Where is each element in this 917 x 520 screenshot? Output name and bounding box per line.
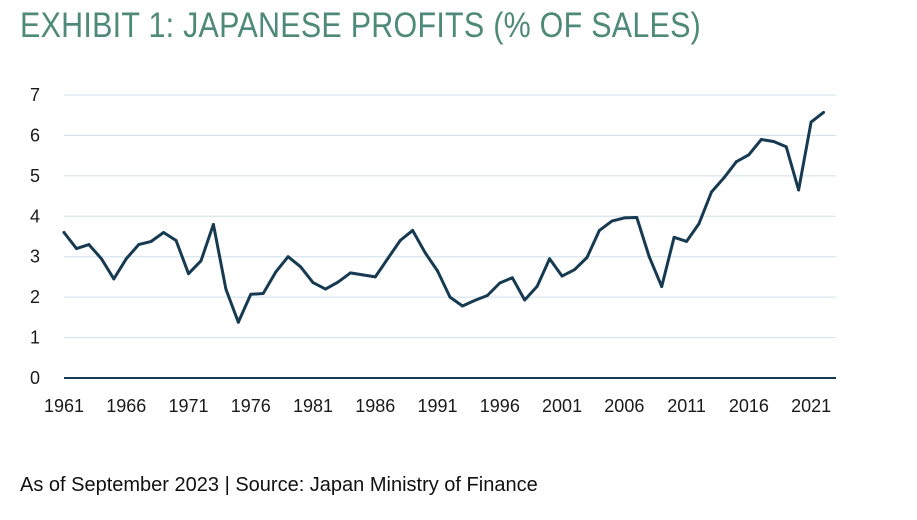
x-tick-label: 1971	[168, 396, 208, 416]
data-point	[461, 304, 464, 308]
data-point	[523, 298, 527, 302]
data-point	[672, 235, 676, 239]
x-axis-ticks: 1961 1966 1971 1976 1981 1986 1991 1996 2001 2006…	[44, 396, 831, 416]
y-tick-label: 2	[30, 287, 40, 307]
data-point	[162, 231, 166, 234]
source-footnote: As of September 2023 | Source: Japan Min…	[20, 474, 538, 496]
data-point	[734, 160, 738, 164]
data-point	[386, 257, 390, 261]
x-tick-label: 2011	[667, 396, 706, 416]
data-point	[535, 284, 539, 288]
x-tick-label: 1986	[355, 396, 395, 416]
data-point	[809, 120, 813, 124]
data-point	[610, 219, 614, 223]
data-point	[784, 145, 788, 149]
x-tick-label: 1966	[106, 396, 146, 416]
x-tick-label: 2006	[604, 396, 644, 416]
data-point	[373, 275, 377, 279]
y-tick-label: 7	[30, 85, 40, 105]
data-point	[274, 270, 278, 274]
data-point	[348, 271, 352, 275]
x-tick-label: 1991	[418, 396, 458, 416]
data-point	[560, 274, 564, 278]
x-tick-label: 1976	[231, 396, 271, 416]
y-tick-label: 4	[30, 206, 40, 226]
data-point	[187, 272, 190, 276]
x-tick-label: 1996	[480, 396, 520, 416]
data-point	[747, 153, 751, 157]
data-point	[361, 273, 365, 277]
series-group	[62, 110, 825, 324]
x-tick-label: 2021	[791, 396, 831, 416]
data-point	[647, 255, 651, 259]
data-point	[573, 268, 576, 272]
data-point	[660, 285, 664, 289]
data-point	[62, 231, 66, 234]
chart-title: EXHIBIT 1: JAPANESE PROFITS (% OF SALES)	[20, 6, 702, 45]
data-point	[473, 298, 477, 302]
data-point	[697, 222, 701, 225]
data-point	[299, 265, 302, 269]
x-tick-label: 1961	[44, 396, 84, 416]
data-point	[436, 269, 439, 273]
data-point	[598, 229, 601, 232]
data-point	[112, 277, 116, 281]
data-point	[585, 256, 589, 259]
x-tick-label: 2016	[729, 396, 769, 416]
data-point	[498, 281, 502, 285]
y-tick-label: 6	[30, 125, 40, 145]
y-tick-label: 1	[30, 328, 40, 348]
x-tick-label: 2001	[542, 396, 582, 416]
data-point	[87, 243, 91, 246]
data-point	[423, 251, 427, 255]
y-tick-label: 5	[30, 166, 40, 186]
data-point	[772, 140, 776, 143]
data-point	[685, 239, 688, 243]
x-tick-label: 1981	[293, 396, 333, 416]
data-point	[822, 110, 825, 114]
data-point	[336, 280, 340, 284]
data-point	[485, 294, 489, 297]
data-point	[710, 190, 713, 194]
data-point	[199, 259, 203, 263]
data-point	[398, 239, 402, 242]
data-point	[722, 176, 726, 180]
data-point	[149, 239, 153, 243]
data-point	[212, 222, 215, 226]
y-tick-label: 0	[30, 368, 40, 388]
data-point	[261, 292, 265, 295]
data-point	[411, 229, 415, 232]
y-tick-label: 3	[30, 247, 40, 267]
data-point	[311, 281, 315, 284]
data-point	[174, 239, 178, 242]
data-point	[324, 287, 327, 291]
data-point	[75, 247, 78, 251]
data-point	[635, 216, 639, 219]
data-point	[448, 295, 452, 299]
data-point	[137, 243, 141, 246]
data-point	[124, 257, 128, 261]
y-axis-ticks: 0 1 2 3 4 5 6 7	[30, 85, 40, 388]
gridlines	[64, 94, 836, 339]
data-point	[548, 257, 552, 261]
data-point	[797, 188, 801, 192]
data-point	[286, 255, 290, 259]
data-point	[510, 276, 514, 280]
data-point	[236, 320, 240, 324]
data-point	[622, 216, 626, 220]
data-point	[249, 292, 253, 296]
data-point	[224, 287, 228, 291]
series-line-0	[62, 110, 825, 324]
data-point	[99, 257, 103, 261]
data-point	[759, 138, 763, 141]
